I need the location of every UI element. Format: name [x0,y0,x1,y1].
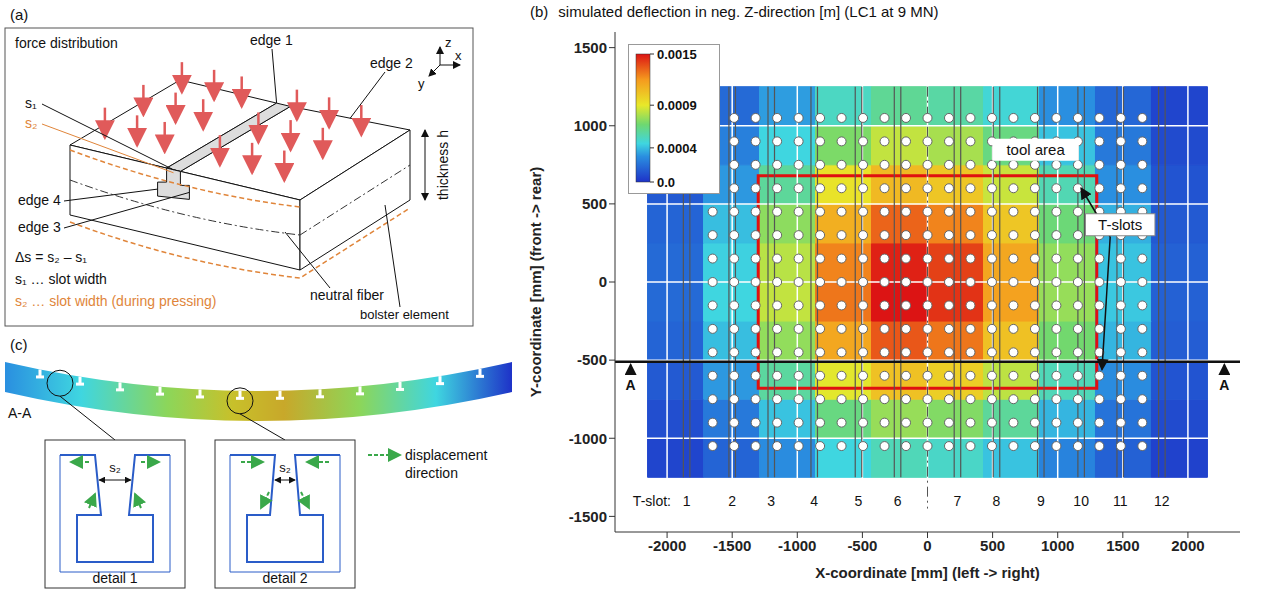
svg-text:1500: 1500 [574,39,607,56]
svg-text:1: 1 [683,493,691,509]
svg-text:s₂: s₂ [279,460,291,475]
svg-text:500: 500 [582,195,607,212]
svg-text:1000: 1000 [574,117,607,134]
svg-text:force distribution: force distribution [15,35,118,51]
svg-text:A: A [1219,377,1229,393]
svg-text:1500: 1500 [1106,537,1139,554]
svg-text:edge 1: edge 1 [250,32,293,48]
svg-text:detail 1: detail 1 [92,570,137,586]
html-text:simulated deflection in neg. Z: simulated deflection in neg. Z-direction… [558,3,939,20]
svg-text:5: 5 [855,493,863,509]
html-text:(b): (b) [530,3,549,20]
svg-text:s₂: s₂ [25,115,37,131]
svg-text:s₁: s₁ [25,95,37,111]
svg-text:0.0015: 0.0015 [657,47,697,62]
svg-text:-1000: -1000 [569,430,607,447]
svg-text:s₂: s₂ [109,460,121,475]
svg-text:2000: 2000 [1171,537,1204,554]
svg-text:4: 4 [810,493,818,509]
svg-text:s₁ … slot width: s₁ … slot width [15,271,107,287]
svg-text:10: 10 [1073,493,1089,509]
svg-text:6: 6 [894,493,902,509]
svg-text:0.0004: 0.0004 [657,141,698,156]
svg-text:0.0009: 0.0009 [657,98,697,113]
svg-text:thickness h: thickness h [435,130,451,200]
svg-text:-1500: -1500 [713,537,751,554]
svg-text:12: 12 [1154,493,1170,509]
svg-text:detail 2: detail 2 [262,570,307,586]
svg-text:2: 2 [728,493,736,509]
svg-text:neutral fiber: neutral fiber [310,287,384,303]
svg-text:A: A [626,377,636,393]
svg-text:8: 8 [993,493,1001,509]
svg-text:direction: direction [405,465,458,481]
svg-text:edge 3: edge 3 [18,219,61,235]
svg-text:1000: 1000 [1041,537,1074,554]
svg-text:tool area: tool area [1006,141,1065,158]
svg-text:(a): (a) [10,6,28,23]
svg-text:3: 3 [767,493,775,509]
svg-text:A-A: A-A [8,405,32,421]
svg-text:0: 0 [599,273,607,290]
svg-text:x: x [455,48,462,63]
svg-text:displacement: displacement [405,447,488,463]
svg-text:y: y [418,76,425,91]
svg-text:T-slot:: T-slot: [633,493,671,509]
svg-text:edge 4: edge 4 [18,192,61,208]
svg-text:T-slots: T-slots [1098,216,1142,233]
svg-text:-2000: -2000 [648,537,686,554]
svg-text:7: 7 [954,493,962,509]
svg-text:(c): (c) [10,336,28,353]
svg-text:-500: -500 [577,351,607,368]
svg-text:Y-coordinate [mm] (front -> re: Y-coordinate [mm] (front -> rear) [527,167,544,397]
svg-text:z: z [445,35,452,50]
svg-text:500: 500 [980,537,1005,554]
svg-text:bolster element: bolster element [360,307,449,322]
svg-text:-1000: -1000 [778,537,816,554]
svg-text:11: 11 [1113,493,1128,509]
svg-text:-500: -500 [847,537,877,554]
svg-text:edge 2: edge 2 [370,55,413,71]
svg-text:9: 9 [1037,493,1045,509]
svg-text:s₂ … slot width (during pressi: s₂ … slot width (during pressing) [15,293,217,309]
svg-text:X-coordinate [mm] (left -> rig: X-coordinate [mm] (left -> right) [815,564,1040,581]
svg-text:-1500: -1500 [569,508,607,525]
svg-text:Δs = s₂ – s₁: Δs = s₂ – s₁ [15,249,87,265]
svg-text:0.0: 0.0 [657,175,675,190]
svg-text:0: 0 [923,537,931,554]
